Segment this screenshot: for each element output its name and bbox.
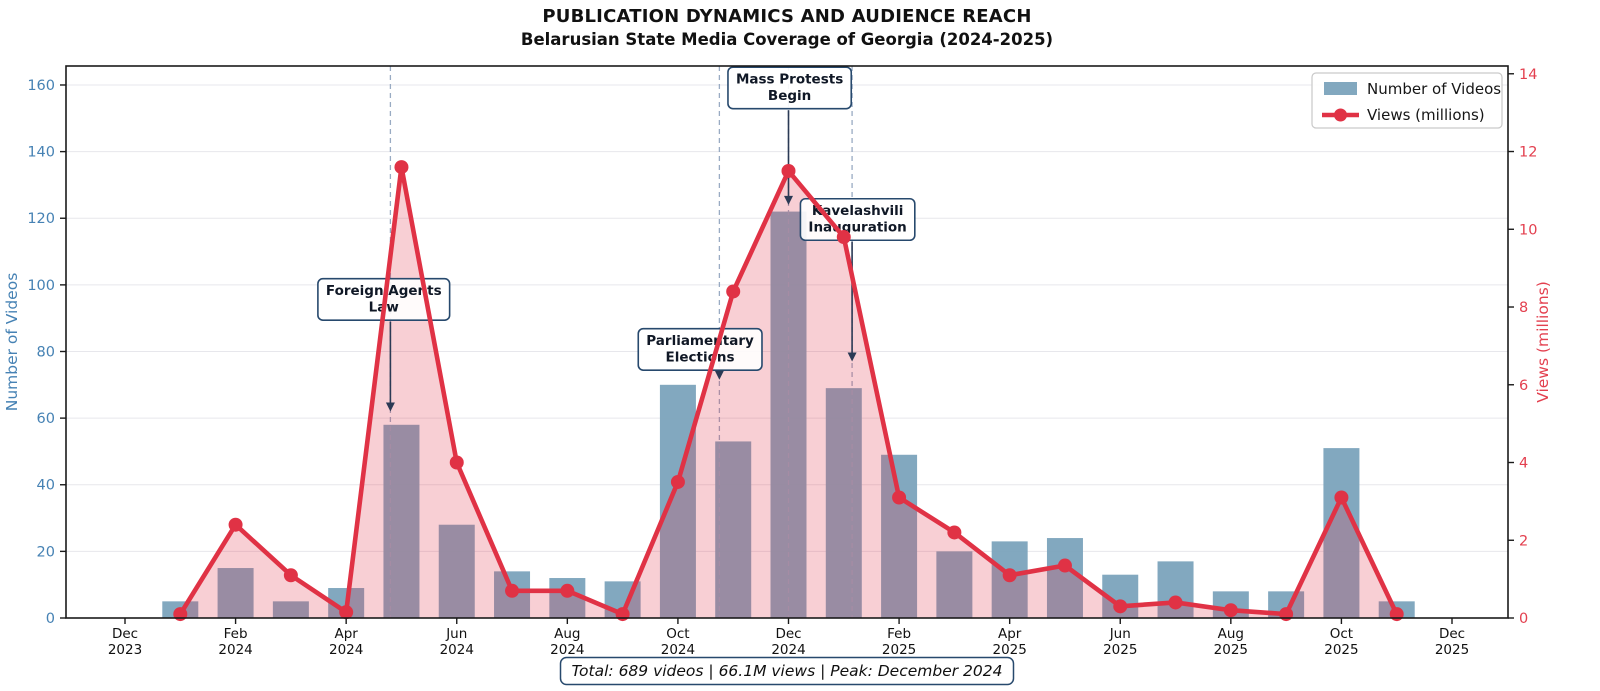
left-tick-label: 0 bbox=[46, 611, 55, 627]
right-tick-label: 2 bbox=[1519, 533, 1528, 549]
legend-bars-label: Number of Videos bbox=[1367, 80, 1501, 98]
views-marker bbox=[947, 525, 962, 540]
right-axis-title: Views (millions) bbox=[1534, 281, 1552, 403]
x-tick-label: Oct 2024 bbox=[661, 626, 695, 658]
views-marker bbox=[892, 490, 907, 505]
bar bbox=[272, 601, 309, 618]
bar bbox=[217, 568, 254, 618]
left-tick-label: 120 bbox=[27, 211, 55, 227]
right-tick-label: 12 bbox=[1519, 145, 1537, 161]
annotation-box bbox=[727, 66, 853, 110]
annotation-label: Mass Protests Begin bbox=[736, 72, 843, 105]
caption-box bbox=[559, 656, 1015, 686]
left-tick-label: 20 bbox=[37, 544, 55, 560]
annotation: Kavelashvili Inauguration bbox=[799, 197, 916, 362]
right-tick-label: 10 bbox=[1519, 222, 1537, 238]
bar bbox=[1046, 538, 1083, 618]
views-marker bbox=[449, 455, 464, 470]
views-marker bbox=[726, 284, 741, 299]
views-marker bbox=[1168, 595, 1183, 610]
caption: Total: 689 videos | 66.1M views | Peak: … bbox=[559, 656, 1015, 686]
x-tick-label: Dec 2025 bbox=[1435, 626, 1469, 658]
x-tick-label: Dec 2024 bbox=[771, 626, 805, 658]
right-tick-label: 14 bbox=[1519, 67, 1537, 83]
legend-line-label: Views (millions) bbox=[1367, 106, 1485, 124]
x-tick-label: Jun 2025 bbox=[1103, 626, 1137, 658]
x-tick-label: Apr 2025 bbox=[992, 626, 1026, 658]
legend-box bbox=[1311, 72, 1503, 129]
x-tick-label: Aug 2025 bbox=[1214, 626, 1248, 658]
bar bbox=[715, 441, 752, 618]
views-marker bbox=[1334, 490, 1349, 505]
title-block: PUBLICATION DYNAMICS AND AUDIENCE REACH … bbox=[0, 6, 1574, 49]
x-tick-label: Aug 2024 bbox=[550, 626, 584, 658]
annotation-label: Parliamentary Elections bbox=[646, 333, 754, 366]
annotation-label: Kavelashvili Inauguration bbox=[808, 203, 906, 236]
views-marker bbox=[1223, 603, 1238, 618]
views-marker bbox=[1113, 599, 1128, 614]
annotation: Mass Protests Begin bbox=[727, 66, 853, 205]
x-tick-label: Oct 2025 bbox=[1324, 626, 1358, 658]
views-marker bbox=[1002, 568, 1017, 583]
views-marker bbox=[670, 474, 685, 489]
annotation-arrowhead bbox=[385, 402, 395, 412]
bar bbox=[438, 524, 475, 618]
views-marker bbox=[228, 517, 243, 532]
views-marker bbox=[283, 568, 298, 583]
annotation-arrowhead bbox=[847, 352, 857, 362]
x-tick-label: Dec 2023 bbox=[108, 626, 142, 658]
right-tick-label: 8 bbox=[1519, 300, 1528, 316]
right-tick-label: 0 bbox=[1519, 611, 1528, 627]
left-tick-label: 100 bbox=[27, 278, 55, 294]
left-tick-label: 160 bbox=[27, 78, 55, 94]
left-tick-label: 80 bbox=[37, 344, 55, 360]
views-marker bbox=[505, 583, 520, 598]
views-marker bbox=[1279, 607, 1294, 622]
views-area bbox=[180, 167, 1397, 618]
plot-border bbox=[65, 65, 1509, 619]
left-axis-title: Number of Videos bbox=[3, 273, 21, 412]
annotation-arrowhead bbox=[714, 370, 724, 380]
legend-line-marker bbox=[1334, 108, 1347, 122]
right-tick-label: 6 bbox=[1519, 378, 1528, 394]
chart-subtitle: Belarusian State Media Coverage of Georg… bbox=[520, 30, 1054, 49]
bar bbox=[881, 454, 918, 618]
legend-bar-swatch bbox=[1324, 82, 1357, 95]
left-tick-label: 140 bbox=[27, 145, 55, 161]
chart-title: PUBLICATION DYNAMICS AND AUDIENCE REACH bbox=[542, 6, 1032, 27]
x-tick-label: Feb 2025 bbox=[882, 626, 916, 658]
annotation-arrowhead bbox=[784, 195, 793, 205]
bar bbox=[659, 384, 696, 618]
annotation: Parliamentary Elections bbox=[637, 327, 763, 380]
bar bbox=[825, 388, 862, 618]
x-tick-label: Feb 2024 bbox=[218, 626, 252, 658]
caption-text: Total: 689 videos | 66.1M views | Peak: … bbox=[572, 662, 1003, 680]
views-marker bbox=[615, 607, 630, 622]
views-marker bbox=[560, 583, 575, 598]
views-marker bbox=[394, 160, 409, 175]
x-tick-label: Apr 2024 bbox=[329, 626, 363, 658]
annotation-box bbox=[799, 197, 916, 242]
right-tick-label: 4 bbox=[1519, 456, 1528, 472]
left-tick-label: 60 bbox=[37, 411, 55, 427]
left-tick-label: 40 bbox=[37, 478, 55, 494]
annotation-box bbox=[637, 327, 763, 371]
bar bbox=[936, 551, 973, 618]
bar bbox=[383, 424, 420, 618]
bar bbox=[770, 211, 807, 619]
x-tick-label: Jun 2024 bbox=[440, 626, 474, 658]
views-marker bbox=[1389, 607, 1404, 622]
bar bbox=[1323, 448, 1360, 618]
views-marker bbox=[339, 605, 354, 620]
legend: Number of Videos Views (millions) bbox=[1311, 72, 1503, 129]
views-marker bbox=[781, 163, 796, 178]
views-marker bbox=[173, 607, 188, 622]
views-marker bbox=[1057, 558, 1072, 573]
views-marker bbox=[836, 230, 851, 245]
